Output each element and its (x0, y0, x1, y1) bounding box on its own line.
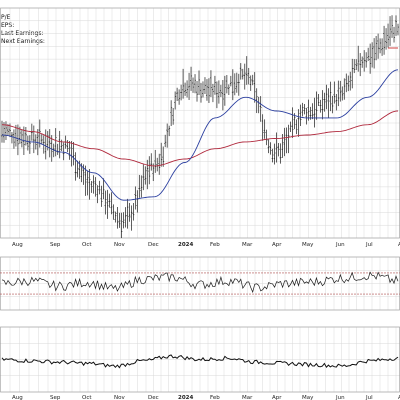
x-tick-label: Sep (50, 242, 61, 248)
x-tick-label: Oct (82, 242, 92, 248)
pe-label: P/E (1, 14, 11, 21)
x-tick-label: May (302, 242, 314, 248)
x-tick-label: Mar (242, 395, 253, 400)
ma-fast-line (1, 69, 399, 201)
x-tick-label: 2024 (178, 395, 193, 400)
x-tick-label: Jul (365, 395, 373, 400)
grid-layer (0, 7, 400, 393)
x-tick-label: Dec (148, 242, 159, 248)
x-tick-label: Jun (335, 395, 345, 400)
lower-line (1, 354, 399, 369)
x-tick-label: Au (398, 395, 400, 400)
series-layer (0, 15, 400, 369)
axis-layer: Aug Sep Oct Nov Dec 2024 Feb Mar Apr May Jun Jul Au A… (12, 242, 400, 400)
x-tick-label: Jun (335, 242, 345, 248)
x-tick-label: Apr (272, 395, 282, 400)
x-tick-label: Aug (12, 395, 23, 400)
x-tick-label: Aug (12, 242, 23, 248)
eps-label: EPS: (1, 22, 14, 29)
x-tick-label: Nov (114, 242, 125, 248)
ma-slow-line (1, 110, 399, 167)
next-earnings-label: Next Earnings: (1, 38, 45, 45)
x-tick-label: Jul (365, 242, 373, 248)
x-tick-label: May (302, 395, 314, 400)
indicator-line (1, 271, 399, 294)
x-tick-label: Apr (272, 242, 282, 248)
x-tick-label: Mar (242, 242, 253, 248)
x-tick-label: Sep (50, 395, 61, 400)
x-tick-label: Feb (210, 395, 220, 400)
x-tick-label: Oct (82, 395, 92, 400)
x-tick-label: Nov (114, 395, 125, 400)
x-tick-label: Au (398, 242, 400, 248)
x-tick-label: 2024 (178, 242, 193, 248)
x-tick-label: Dec (148, 395, 159, 400)
x-tick-label: Feb (210, 242, 220, 248)
